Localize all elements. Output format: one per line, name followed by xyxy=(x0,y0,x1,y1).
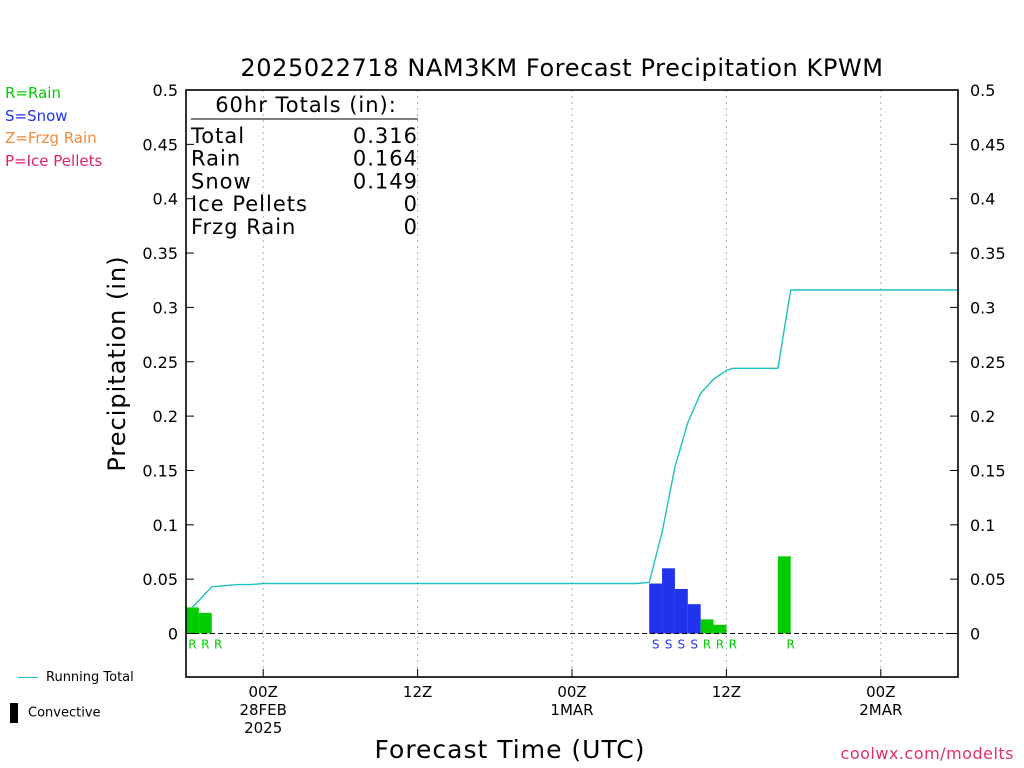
y-tick-label-right-0: 0 xyxy=(970,625,980,644)
precip-type-mark-5: S xyxy=(678,638,686,652)
precip-bar-6 xyxy=(687,604,701,634)
legend-running-total-label: Running Total xyxy=(46,670,134,685)
x-tick-sublabel-4-0: 2MAR xyxy=(859,701,902,719)
y-tick-label-left-1: 0.05 xyxy=(142,570,178,589)
y-tick-label-left-3: 0.15 xyxy=(142,461,178,480)
precip-type-mark-10: R xyxy=(787,638,795,652)
y-tick-label-left-4: 0.2 xyxy=(153,407,178,426)
legend-ice-pellets: P=Ice Pellets xyxy=(5,151,103,170)
legend-convective-label: Convective xyxy=(28,705,101,721)
precip-type-mark-4: S xyxy=(665,638,673,652)
precip-type-mark-8: R xyxy=(716,638,724,652)
x-tick-label-4: 00Z xyxy=(866,683,895,701)
precip-bar-0 xyxy=(186,607,199,634)
chart-title: 2025022718 NAM3KM Forecast Precipitation… xyxy=(240,54,883,82)
totals-label-2: Snow xyxy=(191,169,252,193)
x-tick-label-3: 12Z xyxy=(712,683,741,701)
y-tick-label-right-9: 0.45 xyxy=(970,135,1006,154)
x-axis-label: Forecast Time (UTC) xyxy=(375,735,646,764)
x-tick-sublabel-0-1: 2025 xyxy=(244,719,282,737)
convective-swatch xyxy=(10,703,18,723)
y-tick-label-left-5: 0.25 xyxy=(142,353,178,372)
y-axis-label: Precipitation (in) xyxy=(103,255,131,471)
x-tick-label-1: 12Z xyxy=(403,683,432,701)
y-tick-label-right-8: 0.4 xyxy=(970,190,995,209)
y-tick-label-left-2: 0.1 xyxy=(153,516,178,535)
x-tick-label-0: 00Z xyxy=(249,683,278,701)
precip-type-mark-3: S xyxy=(652,638,660,652)
y-tick-label-right-10: 0.5 xyxy=(970,81,995,100)
precip-type-mark-6: S xyxy=(690,638,698,652)
y-tick-label-left-7: 0.35 xyxy=(142,244,178,263)
y-tick-label-left-6: 0.3 xyxy=(153,298,178,317)
y-tick-label-left-0: 0 xyxy=(168,625,178,644)
precip-bar-4 xyxy=(662,568,675,634)
running-total-line xyxy=(191,289,958,608)
legend-running-total: Running Total xyxy=(18,670,134,685)
totals-value-2: 0.149 xyxy=(353,169,418,193)
y-tick-label-right-4: 0.2 xyxy=(970,407,995,426)
totals-value-4: 0 xyxy=(404,215,418,239)
precip-type-mark-1: R xyxy=(201,638,209,652)
running-total-swatch xyxy=(18,677,38,678)
y-tick-label-right-7: 0.35 xyxy=(970,244,1006,263)
totals-label-3: Ice Pellets xyxy=(191,192,308,216)
totals-value-3: 0 xyxy=(404,192,418,216)
precip-bar-5 xyxy=(674,588,688,634)
legend-convective: Convective xyxy=(0,703,101,723)
y-tick-label-right-5: 0.25 xyxy=(970,353,1006,372)
x-tick-sublabel-0-0: 28FEB xyxy=(239,701,286,719)
site-credit: coolwx.com/modelts xyxy=(840,744,1014,763)
totals-label-0: Total xyxy=(190,124,245,148)
precip-type-mark-0: R xyxy=(188,638,196,652)
precip-type-mark-9: R xyxy=(729,638,737,652)
y-tick-label-left-10: 0.5 xyxy=(153,81,178,100)
x-tick-sublabel-2-0: 1MAR xyxy=(550,701,593,719)
y-tick-label-right-6: 0.3 xyxy=(970,298,995,317)
totals-title: 60hr Totals (in): xyxy=(215,93,397,117)
legend-frzg-rain: Z=Frzg Rain xyxy=(5,129,97,147)
precip-type-legend: R=Rain S=Snow Z=Frzg Rain P=Ice Pellets xyxy=(5,82,102,172)
totals-label-1: Rain xyxy=(191,147,241,171)
x-tick-label-2: 00Z xyxy=(557,683,586,701)
legend-rain: R=Rain xyxy=(5,84,61,102)
y-tick-label-right-1: 0.05 xyxy=(970,570,1006,589)
y-tick-label-right-3: 0.15 xyxy=(970,461,1006,480)
precip-bar-3 xyxy=(649,583,663,634)
totals-value-1: 0.164 xyxy=(353,147,418,171)
precip-type-mark-2: R xyxy=(214,638,222,652)
precip-bar-8 xyxy=(713,624,727,634)
precip-bar-7 xyxy=(700,619,714,634)
legend-snow: S=Snow xyxy=(5,106,68,125)
precip-type-mark-7: R xyxy=(703,638,711,652)
y-tick-label-left-9: 0.45 xyxy=(142,135,178,154)
totals-label-4: Frzg Rain xyxy=(191,215,296,239)
precip-bar-1 xyxy=(198,612,212,634)
y-tick-label-left-8: 0.4 xyxy=(153,190,178,209)
totals-value-0: 0.316 xyxy=(353,124,418,148)
y-tick-label-right-2: 0.1 xyxy=(970,516,995,535)
precip-bar-10 xyxy=(777,556,791,634)
